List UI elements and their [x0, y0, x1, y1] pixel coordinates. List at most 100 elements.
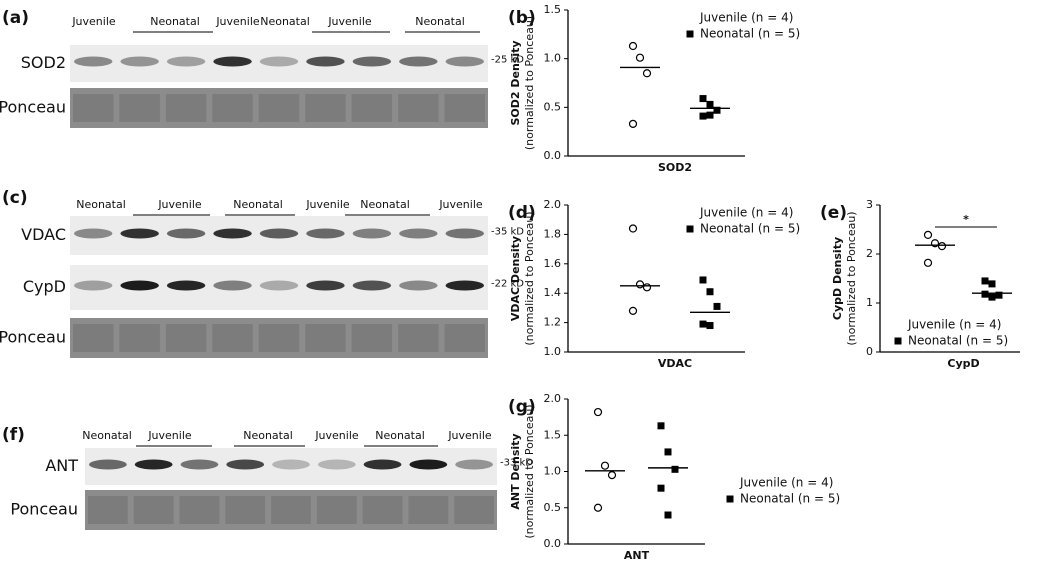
legend-label: Juvenile (n = 4) [699, 206, 793, 220]
point [635, 53, 645, 62]
lane-label: Neonatal [360, 198, 410, 211]
point [628, 119, 638, 128]
point [923, 230, 933, 239]
legend-label: Neonatal (n = 5) [908, 334, 1008, 348]
point [593, 407, 603, 417]
legend-label: Neonatal (n = 5) [700, 222, 800, 236]
point [713, 302, 721, 310]
lane-label: Juvenile [71, 15, 116, 28]
size-marker: -35 kD [491, 227, 524, 238]
band [134, 459, 173, 470]
band [259, 56, 299, 67]
legend-label: Neonatal (n = 5) [740, 492, 840, 506]
lane-label: Neonatal [375, 429, 425, 442]
legend-marker [894, 337, 902, 345]
ponceau-lane [444, 94, 485, 122]
point [699, 112, 707, 120]
ponceau-lane [444, 324, 485, 352]
y-tick-label: 3 [866, 198, 873, 211]
lane-label: Juvenile [327, 15, 372, 28]
point [628, 306, 638, 315]
ponceau-lane [88, 496, 128, 524]
band [166, 280, 206, 291]
point [593, 503, 603, 512]
lane-label: Juvenile [215, 15, 260, 28]
x-axis-title: VDAC [658, 357, 692, 370]
panel-label: (c) [2, 188, 28, 208]
band [213, 228, 252, 239]
size-marker: -33 kD [500, 458, 533, 469]
y-tick-label: 0.5 [544, 100, 562, 113]
point [657, 422, 665, 430]
point [664, 511, 672, 519]
lane-label: Neonatal [76, 198, 126, 211]
band [74, 228, 113, 239]
lane-label: Neonatal [82, 429, 132, 442]
point [664, 448, 672, 456]
row-label: VDAC [21, 225, 66, 244]
panel-label: (g) [508, 397, 536, 417]
band [409, 459, 448, 470]
y-tick-label: 1 [866, 296, 873, 309]
point [706, 100, 714, 108]
point [699, 320, 707, 328]
ponceau-lane [351, 324, 393, 352]
band [213, 56, 252, 67]
ponceau-lane [351, 94, 393, 122]
legend-marker [686, 209, 694, 217]
lane-label: Neonatal [243, 429, 293, 442]
point [642, 283, 652, 292]
point [671, 465, 679, 473]
band [180, 459, 219, 470]
band [455, 459, 493, 470]
row-label: ANT [45, 456, 78, 475]
band [399, 56, 438, 67]
row-label: Ponceau [10, 500, 78, 519]
band [317, 459, 356, 470]
y-tick-label: 1.8 [544, 227, 562, 240]
ponceau-lane [398, 324, 439, 352]
panel-label: (b) [508, 8, 536, 28]
significance-mark: * [963, 213, 969, 226]
ponceau-lane [212, 324, 253, 352]
point [995, 291, 1003, 299]
ponceau-lane [305, 324, 346, 352]
y-tick-label: 2 [866, 247, 873, 260]
legend-label: Juvenile (n = 4) [739, 476, 833, 490]
point [923, 258, 933, 267]
y-axis-note: (normalized to Ponceau) [523, 211, 536, 345]
y-axis-title: ANT Density [509, 433, 522, 509]
legend-label: Neonatal (n = 5) [700, 27, 800, 41]
ponceau-lane [179, 496, 220, 524]
y-tick-label: 1.6 [544, 257, 562, 270]
row-label: Ponceau [0, 98, 66, 117]
y-tick-label: 2.0 [544, 392, 562, 405]
ponceau-lane [271, 496, 311, 524]
y-tick-label: 1.5 [544, 3, 562, 16]
band [306, 280, 345, 291]
lane-label: Juvenile [314, 429, 359, 442]
row-label: CypD [23, 277, 66, 296]
ponceau-lane [73, 94, 114, 122]
band [74, 280, 113, 291]
lane-label: Neonatal [260, 15, 310, 28]
size-marker: -25 kD [491, 55, 524, 66]
y-axis-note: (normalized to Ponceau) [523, 404, 536, 538]
legend-label: Juvenile (n = 4) [699, 11, 793, 25]
point [699, 95, 707, 103]
band [352, 280, 392, 291]
lane-label: Juvenile [305, 198, 350, 211]
point [635, 280, 645, 289]
ponceau-lane [165, 94, 207, 122]
y-axis-title: SOD2 Density [509, 40, 522, 125]
point [713, 106, 721, 114]
band [352, 56, 392, 67]
band [89, 459, 127, 470]
point [981, 277, 989, 285]
point [628, 224, 638, 233]
x-axis-title: CypD [947, 357, 979, 370]
band [445, 56, 484, 67]
panel-label: (e) [820, 203, 847, 223]
y-axis-note: (normalized to Ponceau) [523, 16, 536, 150]
y-tick-label: 1.0 [544, 52, 562, 65]
